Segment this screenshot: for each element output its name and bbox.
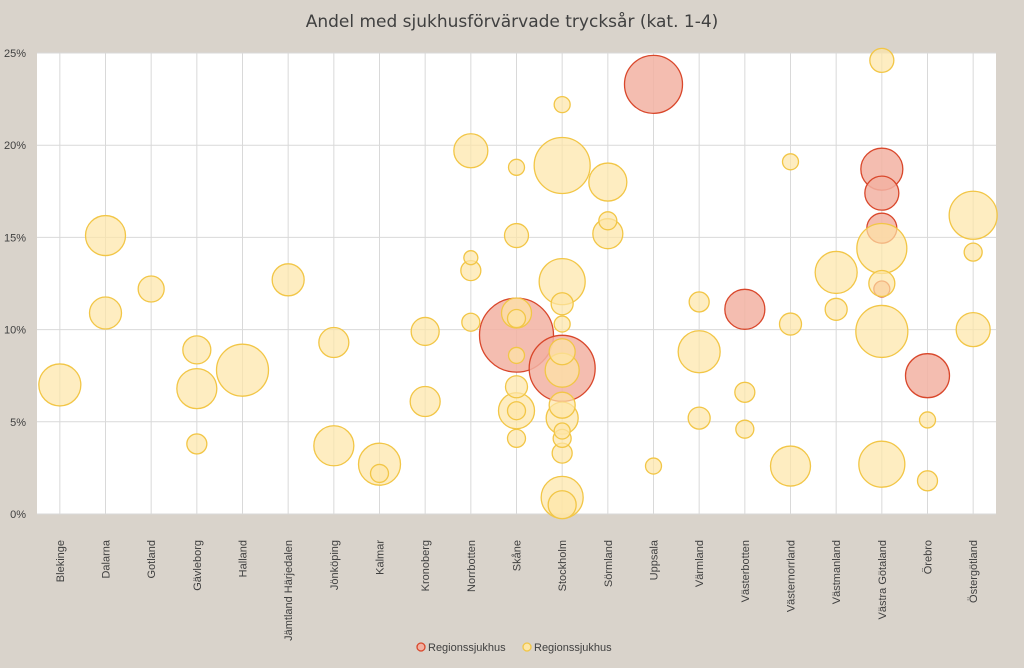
bubble-point	[504, 375, 529, 399]
bubble-point	[677, 330, 721, 374]
x-tick-label: Uppsala	[649, 539, 661, 580]
bubble-point	[369, 463, 390, 484]
y-tick-label: 15%	[4, 232, 26, 244]
x-tick-label: Jönköping	[329, 540, 341, 590]
bubble-point	[688, 291, 710, 313]
x-tick-label: Stockholm	[557, 540, 569, 591]
bubble-point	[553, 95, 571, 114]
bubble-point	[778, 312, 803, 336]
bubble-point	[461, 312, 481, 332]
x-tick-label: Sörmland	[603, 540, 615, 587]
chart-title: Andel med sjukhusförvärvade trycksår (ka…	[305, 12, 719, 32]
bubble-point	[137, 275, 165, 303]
bubble-point	[186, 433, 208, 455]
x-tick-label: Kronoberg	[420, 540, 432, 591]
legend-label: Regionssjukhus	[428, 642, 506, 654]
bubble-point	[856, 222, 908, 275]
bubble-point	[864, 175, 900, 211]
bubble-point	[869, 47, 895, 74]
bubble-point	[506, 428, 527, 449]
bubble-point	[916, 470, 939, 492]
x-tick-label: Gotland	[146, 540, 158, 579]
bubble-point	[553, 422, 571, 440]
y-tick-label: 5%	[10, 417, 26, 429]
x-axis-ticks: Blekinge Dalarna Gotland Gävleborg Halland Jä…	[55, 539, 980, 641]
bubble-point	[735, 419, 755, 439]
x-tick-label: Gävleborg	[192, 540, 204, 591]
y-tick-label: 0%	[10, 509, 26, 521]
x-tick-label: Jämtland Härjedalen	[283, 540, 295, 641]
bubble-point	[955, 311, 991, 348]
x-tick-label: Dalarna	[101, 539, 113, 578]
bubble-point	[176, 367, 218, 410]
bubble-point	[453, 133, 489, 169]
bubble-point	[687, 406, 711, 430]
bubble-point	[734, 381, 756, 403]
x-tick-label: Halland	[238, 540, 250, 577]
y-tick-label: 25%	[4, 48, 26, 60]
bubble-point	[507, 158, 526, 176]
bubble-point	[318, 326, 350, 359]
bubble-point	[410, 316, 440, 347]
bubble-point	[38, 363, 82, 407]
bubble-point	[271, 263, 305, 297]
bubble-point	[506, 401, 527, 421]
bubble-point	[963, 242, 983, 262]
bubble-point	[644, 457, 663, 475]
bubble-point	[824, 297, 848, 321]
x-tick-label: Västra Götaland	[877, 540, 889, 620]
bubble-point	[463, 250, 479, 266]
bubble-point	[588, 162, 628, 202]
x-tick-label: Värmland	[694, 540, 706, 587]
y-tick-label: 10%	[4, 325, 26, 337]
bubble-point	[313, 425, 355, 467]
bubble-point	[547, 490, 577, 520]
x-tick-label: Västernorrland	[786, 540, 798, 612]
bubble-point	[548, 391, 576, 419]
bubbles	[38, 47, 998, 520]
bubble-point	[409, 385, 441, 418]
x-tick-label: Västerbotten	[740, 540, 752, 602]
y-axis-ticks: 0% 5% 10% 15% 20% 25%	[4, 48, 26, 521]
x-tick-label: Norrbotten	[466, 540, 478, 592]
x-tick-label: Skåne	[512, 540, 524, 571]
bubble-point	[533, 136, 591, 195]
bubble-point	[553, 315, 571, 333]
bubble-point	[858, 440, 906, 488]
bubble-point	[904, 353, 951, 399]
x-tick-label: Östergötland	[968, 540, 980, 603]
bubble-point	[84, 214, 127, 257]
x-tick-label: Västmanland	[831, 540, 843, 604]
bubble-point	[769, 445, 812, 487]
legend-label: Regionssjukhus	[534, 642, 612, 654]
bubble-point	[550, 292, 574, 316]
bubble-point	[182, 335, 212, 365]
bubble-point	[918, 411, 937, 429]
bubble-point	[623, 54, 684, 114]
bubble-point	[868, 269, 896, 298]
bubble-point	[506, 308, 527, 329]
bubble-point	[215, 343, 270, 397]
bubble-point	[598, 211, 618, 231]
y-tick-label: 20%	[4, 140, 26, 152]
bubble-point	[507, 346, 526, 365]
x-tick-label: Kalmar	[375, 540, 387, 575]
bubble-point	[503, 222, 530, 249]
x-tick-label: Blekinge	[55, 540, 67, 582]
legend-marker	[522, 642, 532, 652]
legend-marker	[416, 642, 426, 652]
bubble-point	[855, 304, 909, 359]
bubble-point	[781, 153, 800, 171]
bubble-point	[948, 190, 998, 240]
legend: Regionssjukhus Regionssjukhus	[416, 642, 612, 654]
bubble-point	[548, 338, 576, 366]
bubble-point	[88, 296, 123, 330]
bubble-point	[724, 288, 766, 330]
x-tick-label: Örebro	[923, 540, 935, 574]
bubble-point	[814, 250, 858, 295]
